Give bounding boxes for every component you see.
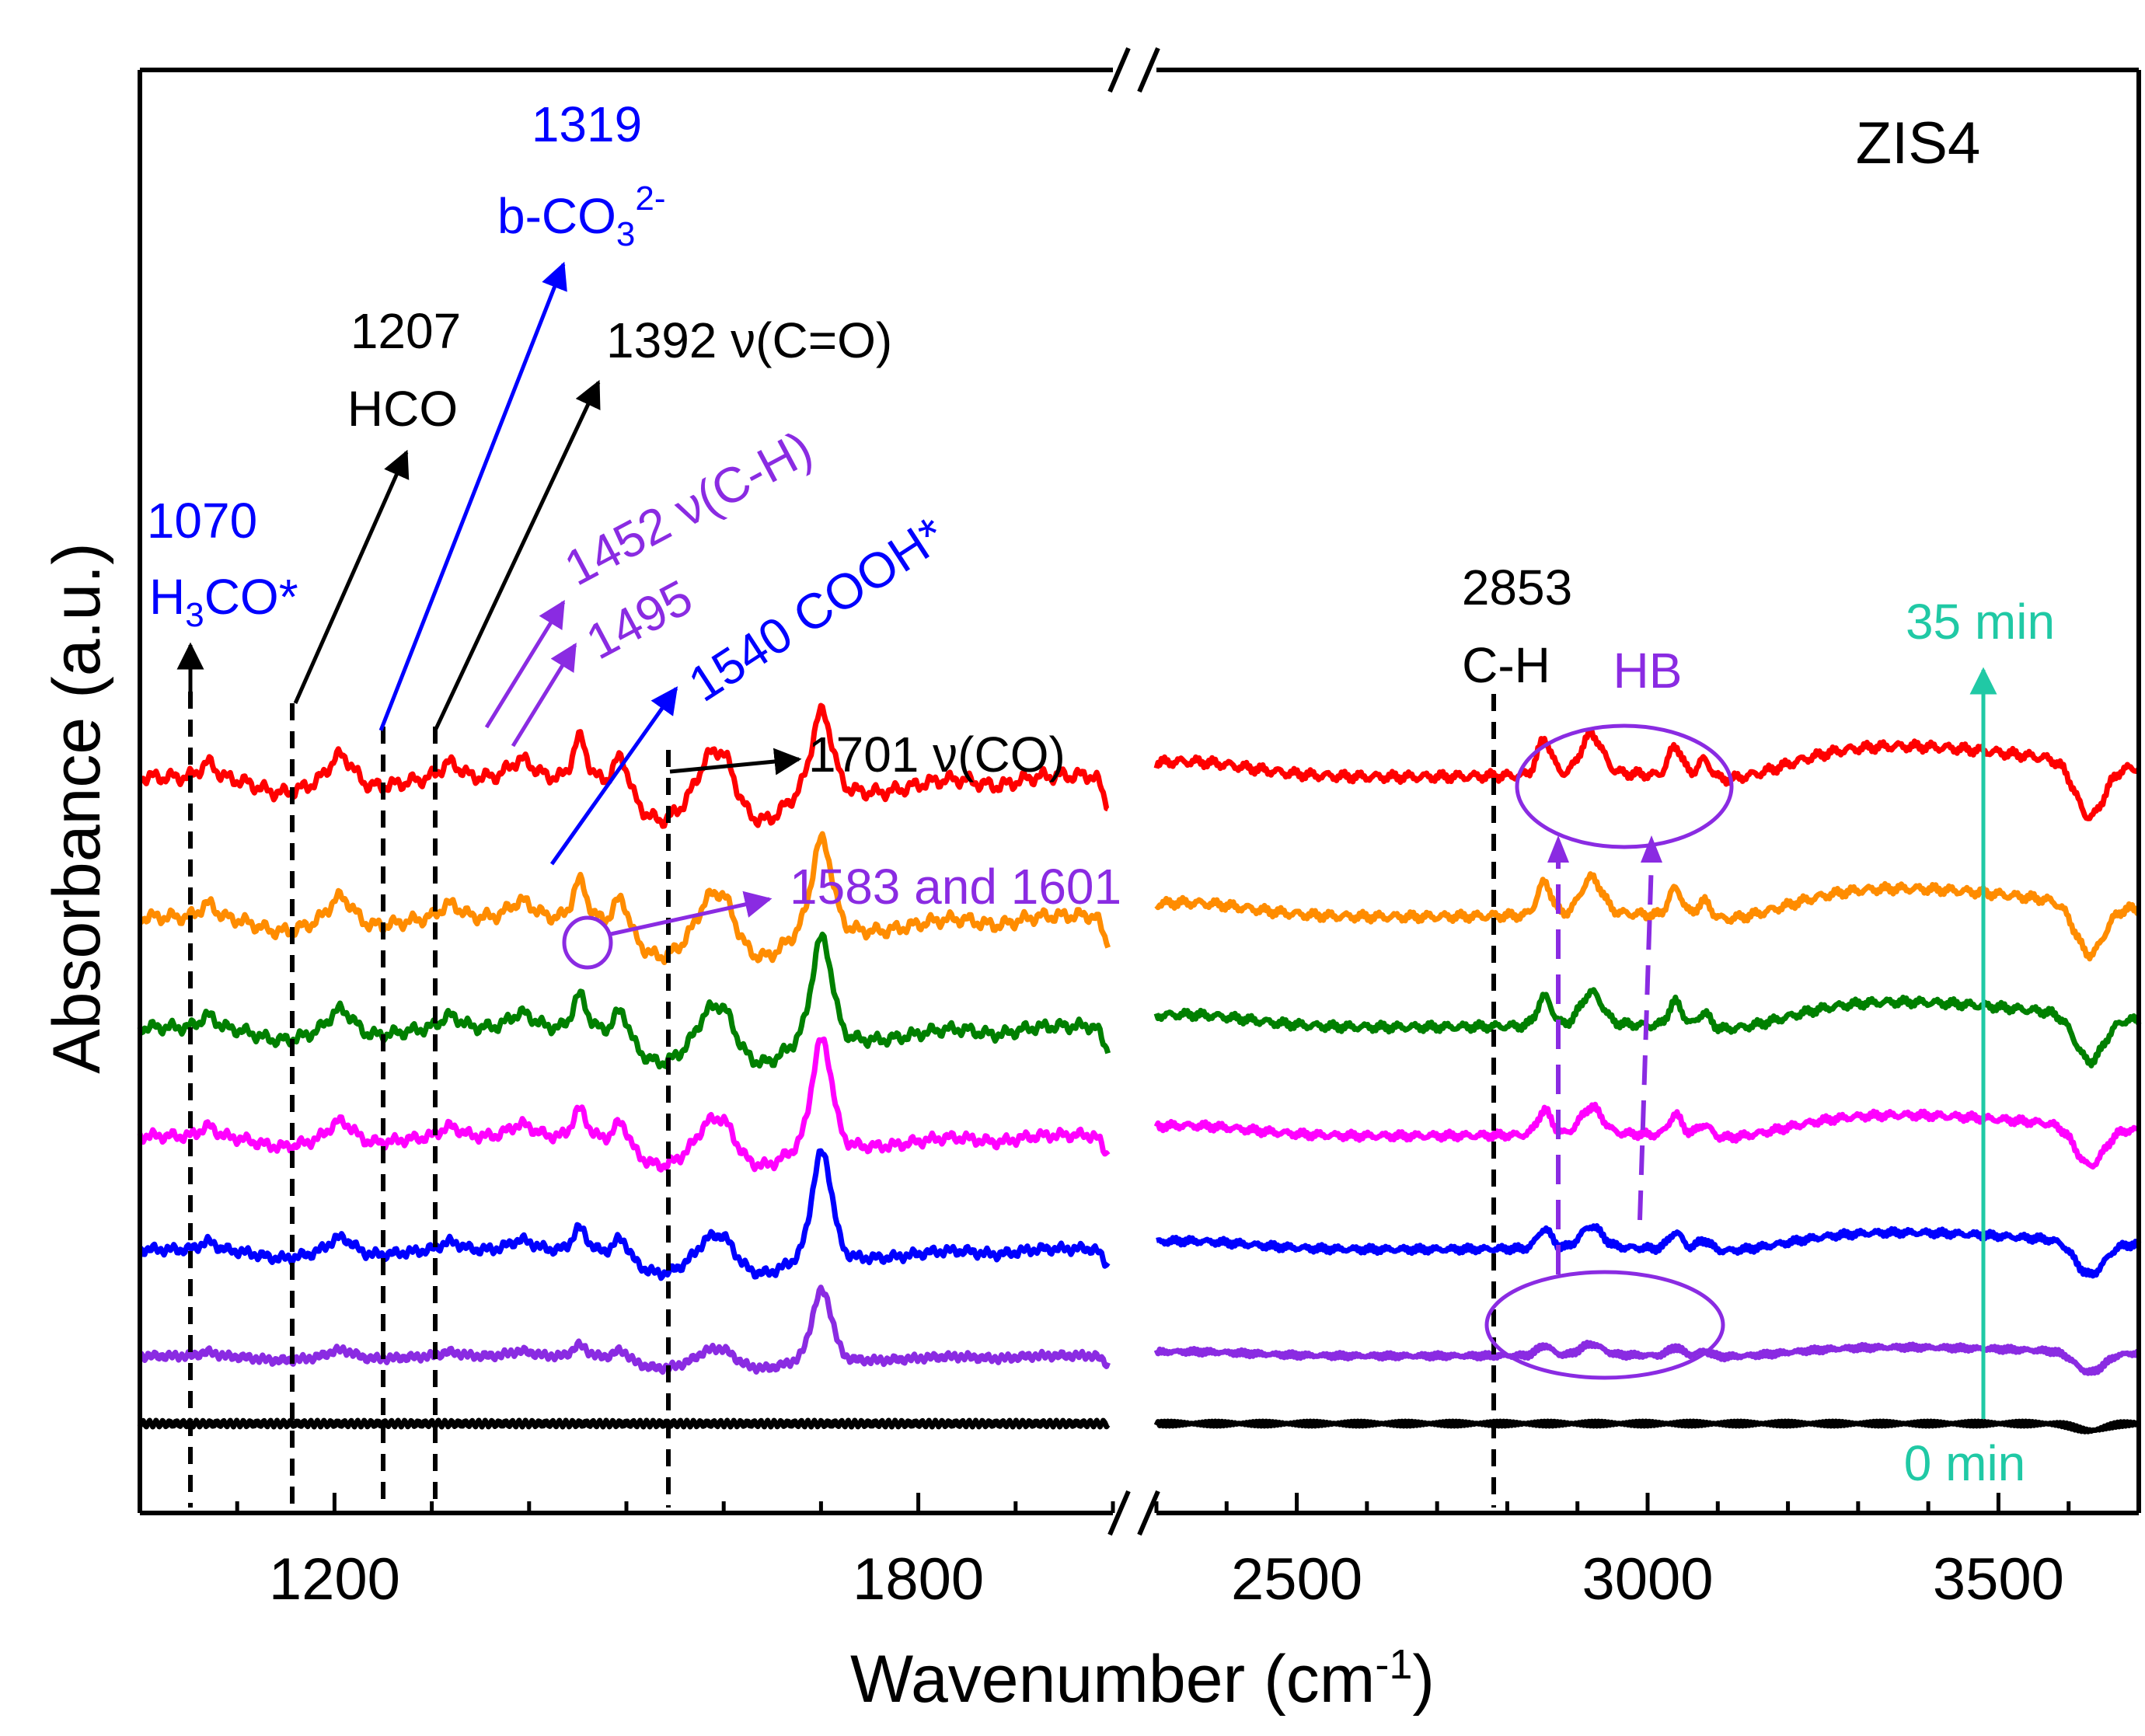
axis-break-bottom-2 — [1137, 1490, 1160, 1536]
x-tick-label-3500: 3500 — [1933, 1546, 2064, 1612]
label-1319-name: b-CO32- — [497, 180, 666, 253]
annotation-labels: ZIS4 1070 H3CO* 1207 HCO 1319 b-CO32- 13… — [147, 96, 2055, 1491]
label-1070-number: 1070 — [147, 493, 257, 549]
axis-break-top-2 — [1137, 47, 1160, 93]
spectra-series — [137, 702, 2142, 1434]
arrow-1495 — [511, 643, 577, 748]
label-1583-1601: 1583 and 1601 — [790, 859, 1121, 915]
time-start-label: 0 min — [1904, 1435, 2026, 1491]
axis-break-bottom-1 — [1107, 1490, 1131, 1536]
label-1392: 1392 ν(C=O) — [606, 312, 892, 368]
hb-ellipse-top — [1515, 723, 1734, 849]
label-2853-name: C-H — [1462, 637, 1550, 693]
series-20-min-seg1 — [137, 931, 1111, 1070]
hb-arrowheads — [1547, 835, 1662, 863]
x-tick-label-1800: 1800 — [853, 1546, 984, 1612]
label-1070-sub: 3 — [185, 596, 204, 634]
label-1070-rest: CO* — [204, 569, 298, 625]
series-0-min-seg1 — [137, 1417, 1111, 1430]
label-1319-sup: 2- — [635, 180, 665, 218]
label-1319-sub: 3 — [616, 215, 635, 253]
series-15-min-seg1 — [137, 1036, 1111, 1173]
arrow-1540 — [549, 686, 678, 866]
axis-frame — [138, 47, 2141, 1536]
y-axis-title: Absorbance (a.u.) — [40, 542, 114, 1074]
time-end-label: 35 min — [1906, 594, 2055, 650]
x-axis-title-close: ) — [1412, 1642, 1435, 1717]
x-ticks: 1200 1800 2500 3000 3500 — [138, 1493, 2141, 1612]
series-5-min-seg1 — [138, 1285, 1111, 1375]
annotation-arrows — [176, 261, 1997, 1419]
hb-dashed-lines — [1556, 860, 1654, 1274]
arrow-1452 — [484, 600, 566, 729]
series-35-min-seg1 — [138, 702, 1110, 829]
x-axis-title-sup: -1 — [1375, 1641, 1412, 1688]
arrow-1207 — [293, 449, 410, 705]
peak-marker-lines — [188, 692, 1496, 1508]
series-15-min-seg2 — [1153, 1101, 2141, 1170]
x-tick-label-2500: 2500 — [1231, 1546, 1362, 1612]
x-axis-title: Wavenumber (cm-1) — [850, 1641, 1435, 1717]
series-10-min-seg1 — [138, 1148, 1111, 1281]
arrow-1701 — [669, 748, 802, 776]
hb-ellipse-bottom — [1484, 1270, 1725, 1380]
x-tick-label-1200: 1200 — [269, 1546, 400, 1612]
arrow-1319 — [378, 261, 567, 731]
hb-arrow-left — [1547, 835, 1569, 863]
arrow-1392 — [433, 379, 601, 732]
series-35-min-seg2 — [1153, 727, 2142, 821]
label-1319-number: 1319 — [532, 96, 642, 152]
chart-title: ZIS4 — [1856, 110, 1981, 176]
x-axis-title-main: Wavenumber (cm — [850, 1642, 1375, 1717]
label-1701: 1701 ν(CO) — [808, 727, 1066, 783]
series-25-min-seg2 — [1154, 871, 2142, 962]
label-hb: HB — [1613, 643, 1683, 699]
label-1070-name: H3CO* — [149, 569, 298, 634]
x-tick-label-3000: 3000 — [1582, 1546, 1713, 1612]
label-1070-h: H — [149, 569, 185, 625]
ellipse-1583-1601 — [562, 915, 613, 970]
series-5-min-seg2 — [1153, 1340, 2142, 1376]
label-1540: 1540 COOH* — [678, 506, 954, 713]
hb-arrow-right — [1641, 835, 1662, 863]
label-1319-base: b-CO — [497, 188, 616, 244]
label-1207-name: HCO — [347, 381, 458, 437]
label-1207-number: 1207 — [351, 303, 461, 359]
arrow-1583-1601 — [610, 891, 773, 936]
series-10-min-seg2 — [1155, 1223, 2142, 1279]
axis-break-top-1 — [1107, 47, 1131, 93]
hb-line-right — [1638, 860, 1654, 1221]
label-2853-number: 2853 — [1462, 559, 1572, 615]
series-25-min-seg1 — [138, 831, 1111, 965]
series-0-min-seg2 — [1153, 1418, 2141, 1434]
label-1452: 1452 ν(C-H) — [556, 420, 821, 596]
